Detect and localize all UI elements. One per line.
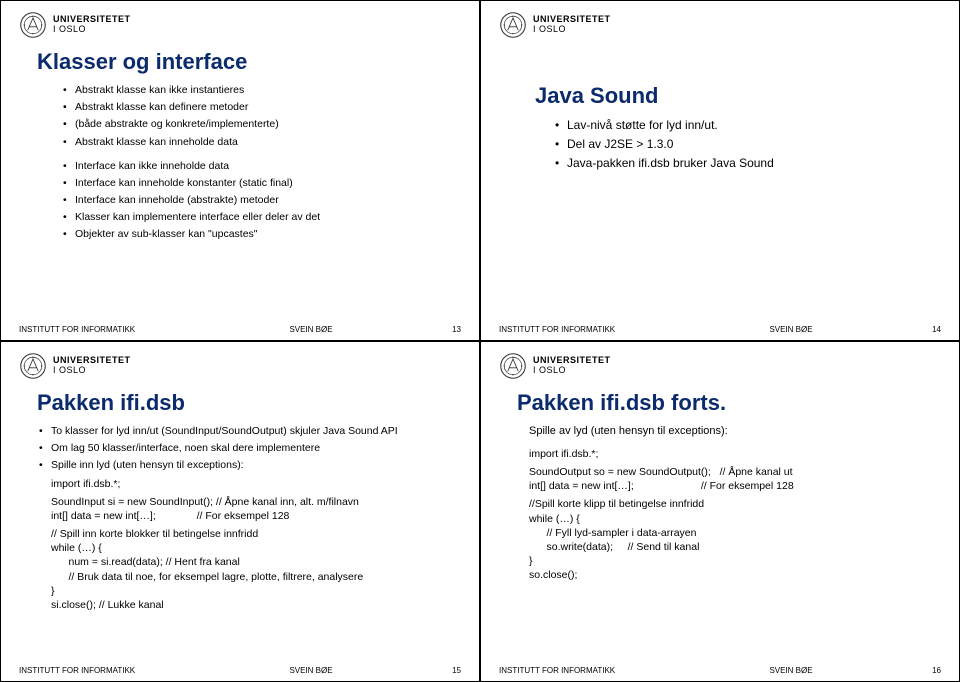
logo-row: UNIVERSITETET I OSLO (499, 11, 941, 39)
university-seal-icon (499, 352, 527, 380)
slide-footer: INSTITUTT FOR INFORMATIKK SVEIN BØE 16 (499, 666, 941, 675)
uni-line2: I OSLO (533, 25, 611, 35)
bullet: Abstrakt klasse kan inneholde data (61, 135, 461, 149)
slide-grid: UNIVERSITETET I OSLO Klasser og interfac… (0, 0, 960, 682)
slide-body: Lav-nivå støtte for lyd inn/ut. Del av J… (553, 117, 941, 316)
footer-author: SVEIN BØE (669, 325, 913, 334)
logo-row: UNIVERSITETET I OSLO (19, 11, 461, 39)
footer-page: 16 (913, 666, 941, 675)
code-setup: SoundInput si = new SoundInput(); // Åpn… (51, 495, 461, 523)
slide-title: Pakken ifi.dsb forts. (517, 390, 941, 416)
bullet: To klasser for lyd inn/ut (SoundInput/So… (37, 424, 461, 438)
footer-page: 13 (433, 325, 461, 334)
university-name: UNIVERSITETET I OSLO (533, 356, 611, 376)
university-seal-icon (499, 11, 527, 39)
slide-footer: INSTITUTT FOR INFORMATIKK SVEIN BØE 15 (19, 666, 461, 675)
footer-page: 14 (913, 325, 941, 334)
logo-row: UNIVERSITETET I OSLO (19, 352, 461, 380)
footer-author: SVEIN BØE (669, 666, 913, 675)
lead-text: Spille av lyd (uten hensyn til exception… (529, 424, 941, 439)
bullet-sub: (både abstrakte og konkrete/implementert… (61, 117, 461, 131)
slide-title: Pakken ifi.dsb (37, 390, 461, 416)
footer-author: SVEIN BØE (189, 325, 433, 334)
slide-footer: INSTITUTT FOR INFORMATIKK SVEIN BØE 14 (499, 325, 941, 334)
footer-institute: INSTITUTT FOR INFORMATIKK (19, 666, 189, 675)
code-loop: //Spill korte klipp til betingelse innfr… (529, 497, 941, 582)
uni-line2: I OSLO (533, 366, 611, 376)
bullet: Abstrakt klasse kan ikke instantieres (61, 83, 461, 97)
slide-body: To klasser for lyd inn/ut (SoundInput/So… (37, 424, 461, 657)
slide-15: UNIVERSITETET I OSLO Pakken ifi.dsb To k… (0, 341, 480, 682)
slide-13: UNIVERSITETET I OSLO Klasser og interfac… (0, 0, 480, 341)
bullet: Interface kan ikke inneholde data (61, 159, 461, 173)
uni-line2: I OSLO (53, 366, 131, 376)
bullet: Om lag 50 klasser/interface, noen skal d… (37, 441, 461, 455)
bullet-group-2: Interface kan ikke inneholde data Interf… (61, 159, 461, 242)
slide-body: Abstrakt klasse kan ikke instantieres Ab… (61, 83, 461, 316)
footer-institute: INSTITUTT FOR INFORMATIKK (499, 666, 669, 675)
bullet: Lav-nivå støtte for lyd inn/ut. (553, 117, 941, 133)
bullet-list: To klasser for lyd inn/ut (SoundInput/So… (37, 424, 461, 473)
bullet: Interface kan inneholde (abstrakte) meto… (61, 193, 461, 207)
bullet: Java-pakken ifi.dsb bruker Java Sound (553, 155, 941, 171)
slide-title: Java Sound (535, 83, 941, 109)
slide-title: Klasser og interface (37, 49, 461, 75)
footer-institute: INSTITUTT FOR INFORMATIKK (19, 325, 189, 334)
bullet: Spille inn lyd (uten hensyn til exceptio… (37, 458, 461, 472)
bullet: Interface kan inneholde konstanter (stat… (61, 176, 461, 190)
bullet: Objekter av sub-klasser kan "upcastes" (61, 227, 461, 241)
slide-body: Spille av lyd (uten hensyn til exception… (529, 424, 941, 657)
code-loop: // Spill inn korte blokker til betingels… (51, 527, 461, 612)
slide-14: UNIVERSITETET I OSLO Java Sound Lav-nivå… (480, 0, 960, 341)
slide-footer: INSTITUTT FOR INFORMATIKK SVEIN BØE 13 (19, 325, 461, 334)
bullet: Del av J2SE > 1.3.0 (553, 136, 941, 152)
code-import: import ifi.dsb.*; (51, 477, 461, 491)
code-import: import ifi.dsb.*; (529, 447, 941, 461)
uni-line2: I OSLO (53, 25, 131, 35)
logo-row: UNIVERSITETET I OSLO (499, 352, 941, 380)
university-seal-icon (19, 352, 47, 380)
footer-institute: INSTITUTT FOR INFORMATIKK (499, 325, 669, 334)
university-name: UNIVERSITETET I OSLO (53, 356, 131, 376)
university-name: UNIVERSITETET I OSLO (53, 15, 131, 35)
university-name: UNIVERSITETET I OSLO (533, 15, 611, 35)
footer-author: SVEIN BØE (189, 666, 433, 675)
bullet: Klasser kan implementere interface eller… (61, 210, 461, 224)
code-setup: SoundOutput so = new SoundOutput(); // Å… (529, 465, 941, 493)
bullet-group-1: Abstrakt klasse kan ikke instantieres Ab… (61, 83, 461, 149)
footer-page: 15 (433, 666, 461, 675)
bullet-list: Lav-nivå støtte for lyd inn/ut. Del av J… (553, 117, 941, 172)
slide-16: UNIVERSITETET I OSLO Pakken ifi.dsb fort… (480, 341, 960, 682)
university-seal-icon (19, 11, 47, 39)
bullet: Abstrakt klasse kan definere metoder (61, 100, 461, 114)
